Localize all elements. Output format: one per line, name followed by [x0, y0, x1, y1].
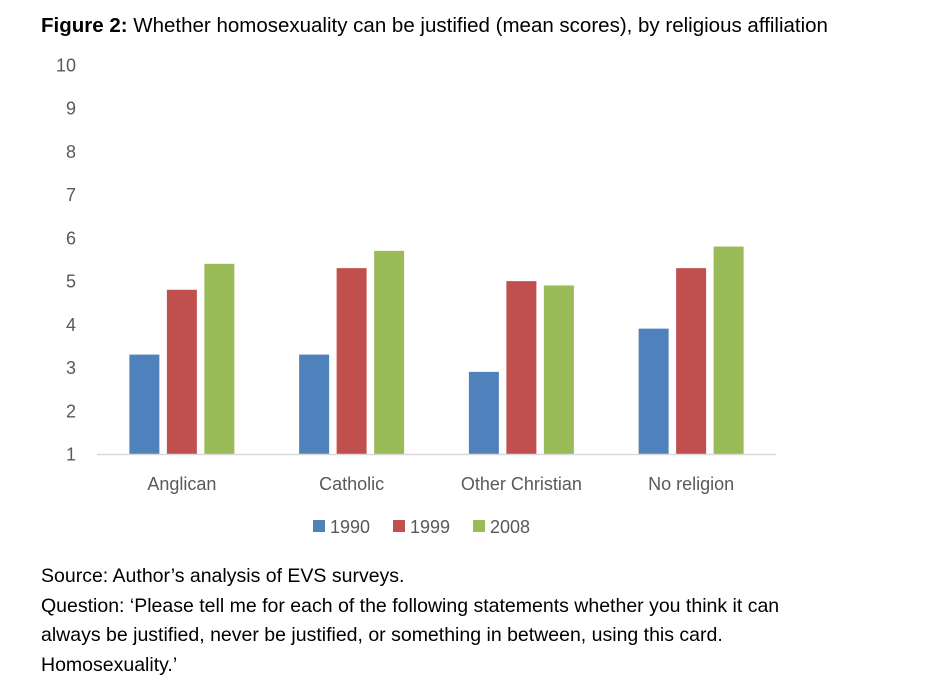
x-tick-label: No religion	[648, 474, 734, 494]
figure-label: Figure 2:	[41, 14, 128, 37]
y-tick-label: 3	[66, 358, 76, 378]
legend-swatch-2008	[473, 520, 485, 532]
bar-1990-catholic	[299, 354, 330, 454]
bar-2008-other-christian	[543, 285, 574, 454]
bar-1999-anglican	[166, 289, 197, 454]
y-tick-label: 6	[66, 228, 76, 248]
y-tick-label: 7	[66, 185, 76, 205]
y-tick-label: 2	[66, 401, 76, 421]
question-line-3: Homosexuality.’	[41, 653, 178, 676]
y-tick-label: 1	[66, 445, 76, 465]
bar-1999-other-christian	[506, 281, 537, 454]
bar-2008-catholic	[374, 250, 405, 454]
x-tick-label: Other Christian	[461, 474, 582, 494]
bar-2008-anglican	[204, 263, 235, 454]
bar-1999-catholic	[336, 268, 367, 454]
bar-1990-anglican	[129, 354, 160, 454]
y-tick-label: 5	[66, 272, 76, 292]
question-line-1: Question: ‘Please tell me for each of th…	[41, 594, 780, 617]
legend: 1990 1999 2008	[313, 517, 530, 537]
figure-title: Figure 2: Whether homosexuality can be j…	[41, 14, 828, 38]
figure-notes: Source: Author’s analysis of EVS surveys…	[41, 562, 921, 680]
bar-1990-no-religion	[638, 328, 669, 454]
legend-swatch-1990	[313, 520, 325, 532]
source-note: Source: Author’s analysis of EVS surveys…	[41, 565, 405, 587]
bar-1990-other-christian	[468, 371, 499, 454]
y-tick-label: 10	[56, 56, 76, 76]
bar-2008-no-religion	[713, 246, 744, 454]
bars	[129, 246, 744, 454]
bar-1999-no-religion	[676, 268, 707, 454]
legend-label-1990: 1990	[330, 517, 370, 537]
x-tick-label: Anglican	[147, 474, 216, 494]
y-tick-label: 8	[66, 142, 76, 162]
legend-label-1999: 1999	[410, 517, 450, 537]
y-tick-label: 4	[66, 315, 76, 335]
x-axis-labels: Anglican Catholic Other Christian No religi…	[147, 474, 734, 494]
y-axis-ticks: 1 2 3 4 5 6 7 8 9 10	[56, 56, 76, 465]
legend-swatch-1999	[393, 520, 405, 532]
question-line-2: always be justified, never be justified,…	[41, 624, 723, 646]
legend-label-2008: 2008	[490, 517, 530, 537]
x-tick-label: Catholic	[319, 474, 384, 494]
figure-title-text: Whether homosexuality can be justified (…	[133, 14, 828, 37]
y-tick-label: 9	[66, 99, 76, 119]
bar-chart: 1 2 3 4 5 6 7 8 9 10 Anglican Catholic Other Christ…	[56, 56, 776, 537]
